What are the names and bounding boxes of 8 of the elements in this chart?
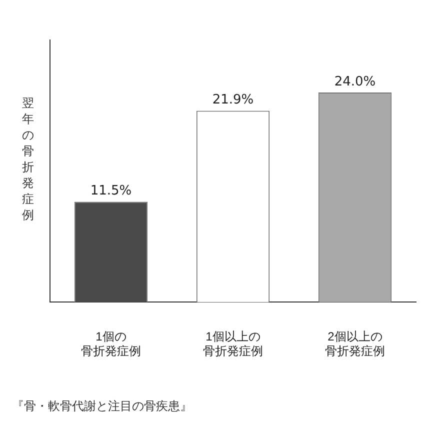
x-tick-label: 2個以上の骨折発症例: [325, 330, 385, 358]
x-tick-label: 1個の骨折発症例: [81, 330, 141, 358]
data-label: 11.5%: [90, 184, 132, 199]
data-label: 21.9%: [212, 92, 254, 108]
text: 『骨・軟骨代謝と注目の骨疾患』: [12, 398, 192, 415]
data-label: 24.0%: [334, 74, 376, 90]
x-tick-label: 1個以上の骨折発症例: [203, 330, 263, 358]
y-axis-title: 翌年の骨折発症例: [22, 95, 35, 223]
